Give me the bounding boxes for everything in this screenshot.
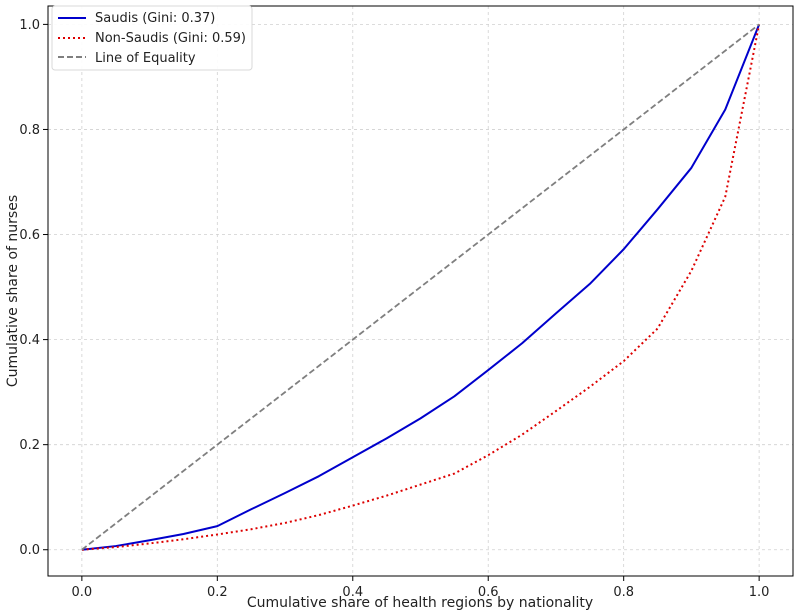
legend-box [51,5,253,71]
saudis-curve [81,24,761,551]
legend-label-non-saudis: Non-Saudis (Gini: 0.59) [95,31,246,46]
plot-frame [47,5,794,577]
x-tick-label: 0.6 [478,585,499,600]
non-saudis-curve [81,24,761,551]
y-tick-label: 0.4 [19,333,40,348]
series-lines [81,23,761,551]
y-tick-label: 0.6 [19,228,40,243]
y-tick-label: 0.0 [19,543,40,558]
x-tick-label: 1.0 [749,585,770,600]
x-tick-label: 0.2 [207,585,228,600]
x-axis-label: Cumulative share of health regions by na… [247,595,593,611]
y-axis-label: Cumulative share of nurses [5,195,21,387]
x-tick-label: 0.8 [613,585,634,600]
y-tick-label: 0.8 [19,123,40,138]
axis-ticks: 0.0 0.2 0.4 0.6 0.8 1.0 0.0 0.2 0.4 0.6 0.8 1.0 [19,18,769,600]
line-of-equality [81,23,760,551]
x-tick-label: 0.0 [72,585,93,600]
legend-label-saudis: Saudis (Gini: 0.37) [95,11,215,26]
legend-label-equality: Line of Equality [95,51,196,66]
y-tick-label: 0.2 [19,438,40,453]
y-tick-label: 1.0 [19,18,40,33]
legend: Saudis (Gini: 0.37) Non-Saudis (Gini: 0.… [51,5,253,71]
x-tick-label: 0.4 [342,585,363,600]
grid-lines [48,6,793,576]
